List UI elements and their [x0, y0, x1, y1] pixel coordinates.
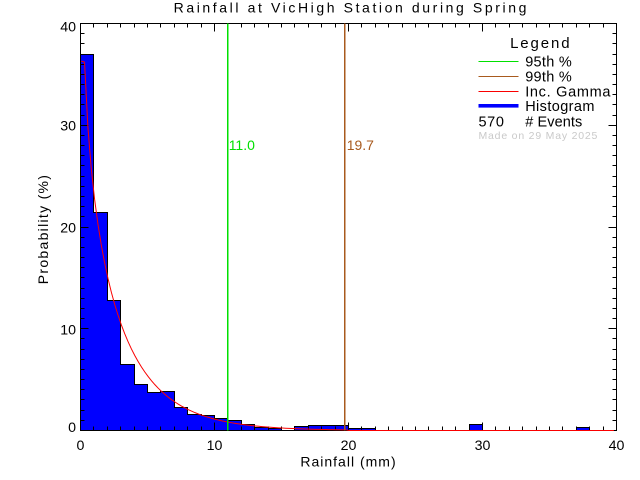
svg-text:Rainfall at VicHigh Station du: Rainfall at VicHigh Station during Sprin…	[174, 0, 529, 16]
svg-text:11.0: 11.0	[229, 137, 255, 153]
svg-text:Probability (%): Probability (%)	[35, 174, 51, 285]
svg-text:99th %: 99th %	[525, 69, 572, 85]
svg-text:Rainfall (mm): Rainfall (mm)	[300, 454, 396, 470]
svg-text:10: 10	[207, 438, 223, 454]
svg-text:Inc. Gamma: Inc. Gamma	[525, 84, 611, 100]
svg-text:20: 20	[60, 221, 76, 237]
svg-text:40: 40	[60, 19, 76, 35]
svg-text:10: 10	[60, 323, 76, 339]
svg-text:# Events: # Events	[525, 115, 582, 131]
svg-text:19.7: 19.7	[347, 137, 374, 153]
svg-text:95th %: 95th %	[525, 54, 572, 70]
svg-text:Legend: Legend	[510, 35, 571, 52]
svg-text:0: 0	[68, 420, 76, 436]
svg-text:Histogram: Histogram	[525, 99, 595, 115]
svg-text:30: 30	[475, 438, 491, 454]
svg-text:40: 40	[609, 438, 625, 454]
svg-text:0: 0	[77, 438, 85, 454]
svg-text:20: 20	[341, 438, 357, 454]
svg-text:Made on 29 May 2025: Made on 29 May 2025	[479, 130, 599, 142]
svg-text:570: 570	[479, 115, 505, 131]
svg-text:30: 30	[60, 119, 76, 135]
